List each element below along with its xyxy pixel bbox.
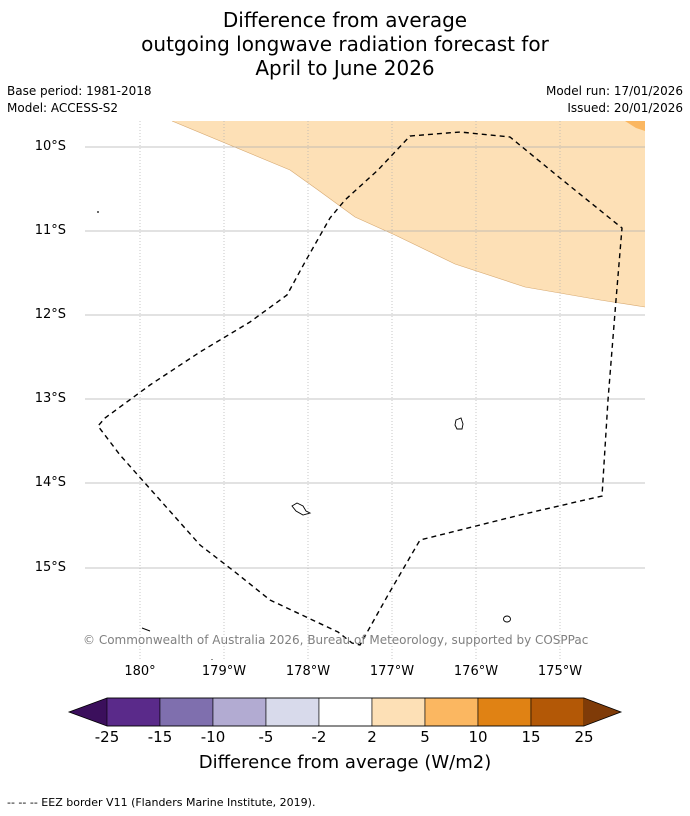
colorbar-bin	[159, 697, 214, 727]
lat-label: 11°S	[34, 223, 66, 238]
islet	[211, 659, 213, 660]
colorbar-tick-label: -15	[147, 728, 173, 746]
colorbar-tick-label: 5	[420, 728, 430, 746]
colorbar-bin	[477, 697, 532, 727]
copyright-notice: © Commonwealth of Australia 2026, Bureau…	[83, 633, 589, 647]
issued-date: Issued: 20/01/2026	[567, 101, 683, 115]
lon-label: 179°W	[201, 664, 247, 679]
eez-legend: -- -- -- EEZ border V11 (Flanders Marine…	[7, 796, 316, 809]
island-outline	[291, 502, 312, 516]
lon-label: 175°W	[537, 664, 583, 679]
lat-label: 13°S	[34, 391, 66, 406]
lon-label: 180°	[124, 664, 156, 679]
figure-title: Difference from average outgoing longwav…	[0, 8, 690, 80]
title-line-1: Difference from average	[222, 8, 468, 32]
gridlines	[85, 121, 645, 660]
colorbar-outline	[67, 697, 623, 727]
lon-label: 178°W	[285, 664, 331, 679]
model-run: Model run: 17/01/2026	[545, 84, 683, 98]
lon-label: 177°W	[369, 664, 415, 679]
colorbar-tick-label: -5	[258, 728, 274, 746]
island-outline	[454, 417, 464, 430]
colorbar-bin	[530, 697, 585, 727]
colorbar-tick-label: 2	[367, 728, 377, 746]
islet	[97, 211, 99, 213]
colorbar-tick-label: 25	[574, 728, 594, 746]
island-outline	[503, 615, 511, 623]
title-line-3: April to June 2026	[255, 56, 435, 80]
colorbar-bin	[212, 697, 267, 727]
island-outline	[141, 627, 151, 632]
colorbar-extend-low	[69, 698, 107, 726]
meta-left: Base period: 1981-2018 Model: ACCESS-S2	[7, 83, 152, 117]
colorbar-bin	[371, 697, 426, 727]
colorbar-bin	[106, 697, 161, 727]
colorbar-tick-label: -10	[200, 728, 226, 746]
colorbar-bin	[265, 697, 320, 727]
model-name: Model: ACCESS-S2	[7, 101, 119, 115]
colorbar-tick-label: -2	[311, 728, 327, 746]
colorbar-bin	[318, 697, 373, 727]
lat-label: 12°S	[34, 307, 66, 322]
colorbar-tick-label: 10	[468, 728, 488, 746]
anomaly-shade-2-5	[172, 121, 645, 307]
colorbar-tick-label: 15	[521, 728, 541, 746]
title-line-2: outgoing longwave radiation forecast for	[141, 32, 549, 56]
anomaly-shade-5-10	[625, 121, 645, 131]
colorbar	[67, 697, 623, 727]
colorbar-bin	[424, 697, 479, 727]
anomaly-contour	[171, 121, 645, 308]
colorbar-extend-high	[584, 698, 621, 726]
map-area	[85, 121, 645, 660]
colorbar-tick-label: -25	[94, 728, 120, 746]
lat-label: 14°S	[34, 475, 66, 490]
lat-label: 10°S	[34, 139, 66, 154]
meta-right: Model run: 17/01/2026 Issued: 20/01/2026	[546, 83, 683, 117]
base-period: Base period: 1981-2018	[7, 84, 152, 98]
lon-label: 176°W	[453, 664, 499, 679]
eez-border	[97, 131, 623, 646]
colorbar-title: Difference from average (W/m2)	[198, 752, 492, 773]
lat-label: 15°S	[34, 560, 66, 575]
